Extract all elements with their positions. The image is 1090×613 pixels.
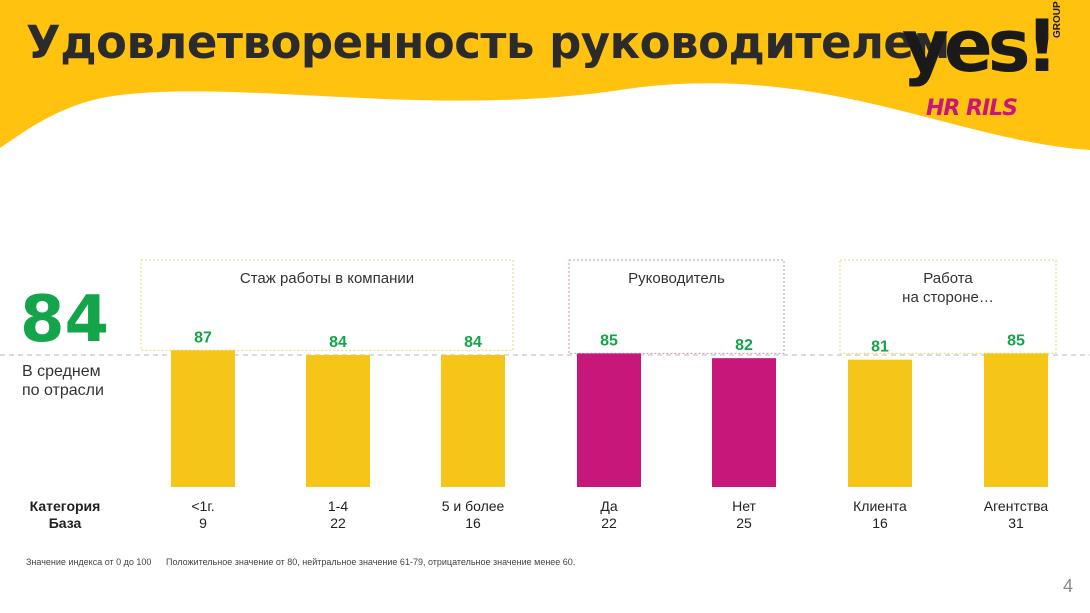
base-label: 22 (601, 515, 617, 531)
average-label-line2: по отрасли (22, 382, 104, 399)
bar (306, 355, 370, 487)
group-frame (568, 259, 785, 354)
category-label: Нет (732, 498, 756, 514)
bar (577, 353, 641, 487)
base-label: 16 (465, 515, 481, 531)
bar-value-label: 87 (194, 329, 212, 346)
row-header-base: База (49, 515, 82, 531)
group-frame (839, 259, 1057, 354)
group-label: на стороне… (902, 289, 994, 306)
row-header-category: Категория (30, 498, 101, 514)
header-banner (0, 0, 1090, 150)
industry-average-label: В среднем по отрасли (22, 362, 132, 400)
bar (171, 350, 235, 487)
footnote-legend: Положительное значение от 80, нейтрально… (166, 557, 576, 567)
bar (848, 359, 912, 487)
group-label: Работа (923, 270, 973, 287)
base-label: 31 (1008, 515, 1024, 531)
category-label: Агентства (984, 498, 1049, 514)
bar (441, 355, 505, 487)
company-logo: yes! GROUP HR RILS (900, 1, 1080, 126)
logo-brand-text: HR RILS (926, 96, 1018, 121)
base-label: 25 (736, 515, 752, 531)
bar-value-label: 82 (735, 337, 753, 354)
group-label: Стаж работы в компании (240, 270, 414, 287)
footnote-scale: Значение индекса от 0 до 100 (26, 557, 152, 567)
bar-value-label: 84 (329, 334, 347, 351)
category-label: 5 и более (442, 498, 505, 514)
base-label: 16 (872, 515, 888, 531)
category-label: Да (600, 498, 617, 514)
page-title: Удовлетворенность руководителем (26, 16, 950, 69)
logo-main-text: yes! (902, 4, 1058, 88)
bar-value-label: 85 (1007, 332, 1025, 349)
group-frame (140, 259, 514, 351)
category-label: 1-4 (328, 498, 348, 514)
page-number: 4 (1063, 576, 1074, 596)
bar-value-label: 85 (600, 332, 618, 349)
industry-average-value: 84 (20, 283, 110, 357)
average-label-line1: В среднем (22, 363, 101, 380)
base-label: 22 (330, 515, 346, 531)
bar-value-label: 81 (871, 339, 889, 356)
category-label: <1г. (191, 498, 214, 514)
base-label: 9 (199, 515, 207, 531)
bar (712, 358, 776, 487)
bar-value-label: 84 (464, 334, 482, 351)
category-label: Клиента (853, 498, 907, 514)
group-label: Руководитель (628, 270, 725, 287)
bar (984, 353, 1048, 487)
